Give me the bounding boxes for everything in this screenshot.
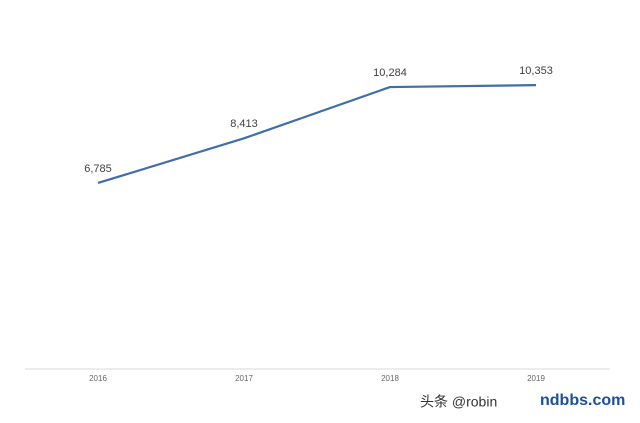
x-tick-label: 2017 <box>235 374 253 383</box>
line <box>97 84 537 185</box>
data-label: 10,353 <box>519 65 553 77</box>
data-label: 10,284 <box>373 67 407 79</box>
data-label: 8,413 <box>230 118 258 130</box>
x-tick-label: 2018 <box>381 374 399 383</box>
watermark-site: ndbbs.com <box>540 392 625 409</box>
x-tick-label: 2019 <box>527 374 545 383</box>
watermark-source: 头条 @robin <box>420 394 497 410</box>
x-tick-label: 2016 <box>89 374 107 383</box>
data-label: 6,785 <box>84 163 112 175</box>
